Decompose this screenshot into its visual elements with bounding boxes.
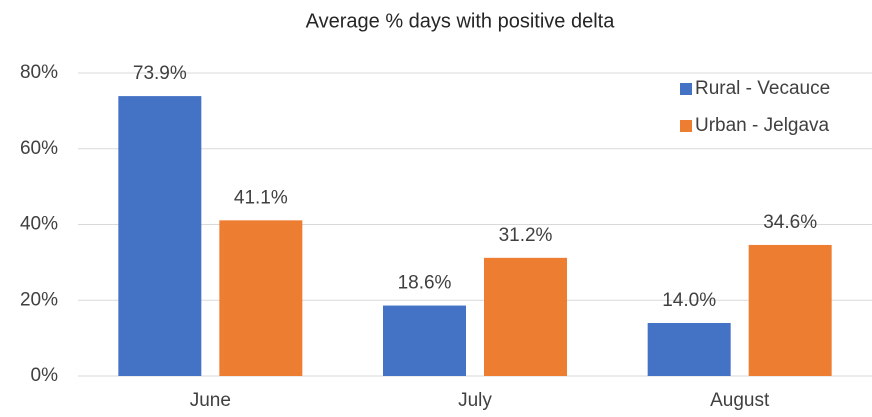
legend-label: Rural - Vecauce — [695, 78, 830, 99]
x-tick-label: June — [190, 390, 231, 411]
legend-swatch — [680, 83, 692, 95]
data-label: 41.1% — [234, 187, 288, 208]
x-tick-label: August — [710, 390, 770, 411]
bar — [219, 220, 303, 376]
data-label: 31.2% — [499, 225, 553, 246]
y-tick-label: 40% — [20, 214, 58, 235]
legend-label: Urban - Jelgava — [695, 115, 830, 136]
chart-title: Average % days with positive delta — [306, 10, 616, 32]
data-label: 73.9% — [133, 63, 187, 84]
bar — [383, 305, 466, 376]
legend-swatch — [680, 120, 692, 132]
bar — [647, 322, 731, 376]
bar — [748, 244, 832, 376]
y-tick-label: 80% — [20, 62, 58, 83]
data-label: 34.6% — [763, 212, 817, 233]
y-tick-label: 20% — [20, 289, 58, 310]
y-tick-label: 0% — [31, 365, 59, 386]
bar — [118, 96, 202, 376]
y-tick-label: 60% — [20, 138, 58, 159]
data-label: 18.6% — [398, 273, 452, 294]
bar — [484, 257, 567, 376]
x-tick-label: July — [458, 390, 492, 411]
data-label: 14.0% — [662, 290, 716, 311]
